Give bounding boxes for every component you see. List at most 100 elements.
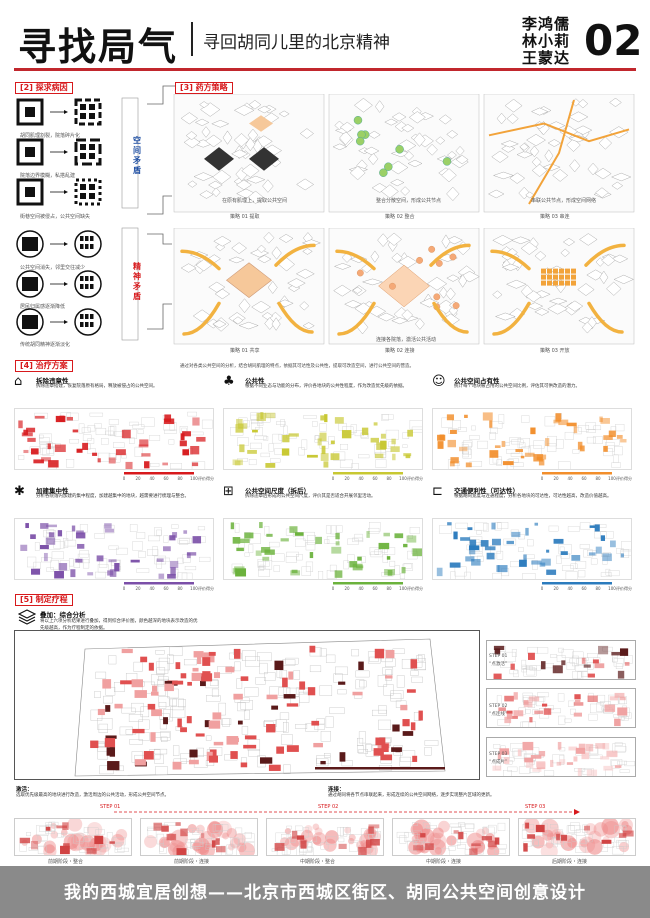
block-map [230,412,422,469]
scored-parcel [109,841,115,844]
overlay-scale [315,767,445,770]
block-map [18,411,213,469]
parcel [171,524,179,529]
priority-parcel [120,680,133,685]
parcel [369,522,381,532]
priority-parcel [202,657,211,666]
parcel [326,835,337,845]
stage-map [518,818,636,856]
priority-parcel [240,676,249,681]
open-cell [559,274,564,280]
parcel [575,846,586,853]
parcel [105,430,114,436]
scored-parcel [48,460,59,468]
scored-parcel [503,757,510,764]
axo-drawing [328,228,480,345]
parcel [108,419,119,425]
heat-spot [60,829,68,836]
step-1-map [493,645,633,679]
building-roof [375,100,385,113]
diag-before-core [25,187,35,197]
parcel [234,523,240,533]
scored-parcel [331,546,342,554]
parcel [212,824,224,832]
priority-parcel [243,744,257,749]
scored-parcel [525,760,534,769]
heat-spot [429,832,447,850]
building-roof [332,143,348,151]
scored-parcel [108,559,117,563]
building-roof [185,131,198,141]
parcel [464,571,471,579]
scored-parcel [373,422,378,426]
building-roof [606,281,622,296]
building-roof [278,110,290,118]
connect-node [433,293,441,301]
parcel [114,842,125,853]
building-roof [609,97,622,107]
scored-parcel [309,552,314,559]
scored-parcel [559,759,566,765]
scored-parcel [610,540,616,548]
building-roof [519,143,529,151]
scored-parcel [617,670,625,679]
spirit-diagnosis-diagram [16,227,139,341]
priority-parcel [259,757,273,764]
parcel [137,429,144,435]
parcel [302,847,314,855]
parcel [281,834,291,839]
heat-spot [43,840,57,854]
parcel [585,834,593,843]
diag-before-core [25,107,35,117]
scale-tick: 40 [149,476,155,481]
parcel [476,530,482,535]
priority-parcel [231,737,239,743]
scored-parcel [493,645,505,651]
scored-parcel [523,554,527,561]
scored-parcel [577,768,582,776]
parcel [270,458,281,463]
parcel [328,436,335,445]
scored-parcel [614,718,621,727]
parcel [587,653,598,658]
parcel [205,735,212,741]
parcel [399,835,407,844]
parcel [369,547,379,556]
parcel [593,436,603,444]
parcel [617,760,627,765]
parcel [226,844,233,855]
spirit-after-block [85,314,89,319]
scored-parcel [341,430,352,439]
parcel [82,558,90,569]
building-roof [438,114,452,125]
heat-spot [144,835,158,849]
parcel [510,561,520,568]
parcel [83,827,89,833]
parcel [624,761,635,767]
heat-spot [325,830,339,844]
diag-arrow-head [64,150,68,154]
spirit-bracket [121,227,139,341]
scored-parcel [624,661,630,666]
strategy-2-caption: 策略 02 整合 [385,214,415,220]
scored-parcel [600,417,610,424]
building-roof [492,290,503,299]
heat-spot [567,837,578,848]
scored-parcel [394,533,404,539]
scored-parcel [183,530,188,534]
scored-parcel [109,569,117,577]
priority-parcel [213,741,224,746]
scale-tick: 40 [358,476,364,481]
building-roof [250,248,270,258]
scale-tick: 20 [135,586,141,591]
parcel [64,539,77,547]
space-caption-1: 胡同肌理割裂，院落碎片化 [20,133,81,139]
building-roof [407,159,423,168]
parcel [152,546,158,556]
scored-parcel [265,412,276,419]
parcel [129,524,138,532]
scored-parcel [532,767,542,772]
parcel [612,743,626,753]
parcel [235,827,243,835]
scored-parcel [323,461,329,468]
